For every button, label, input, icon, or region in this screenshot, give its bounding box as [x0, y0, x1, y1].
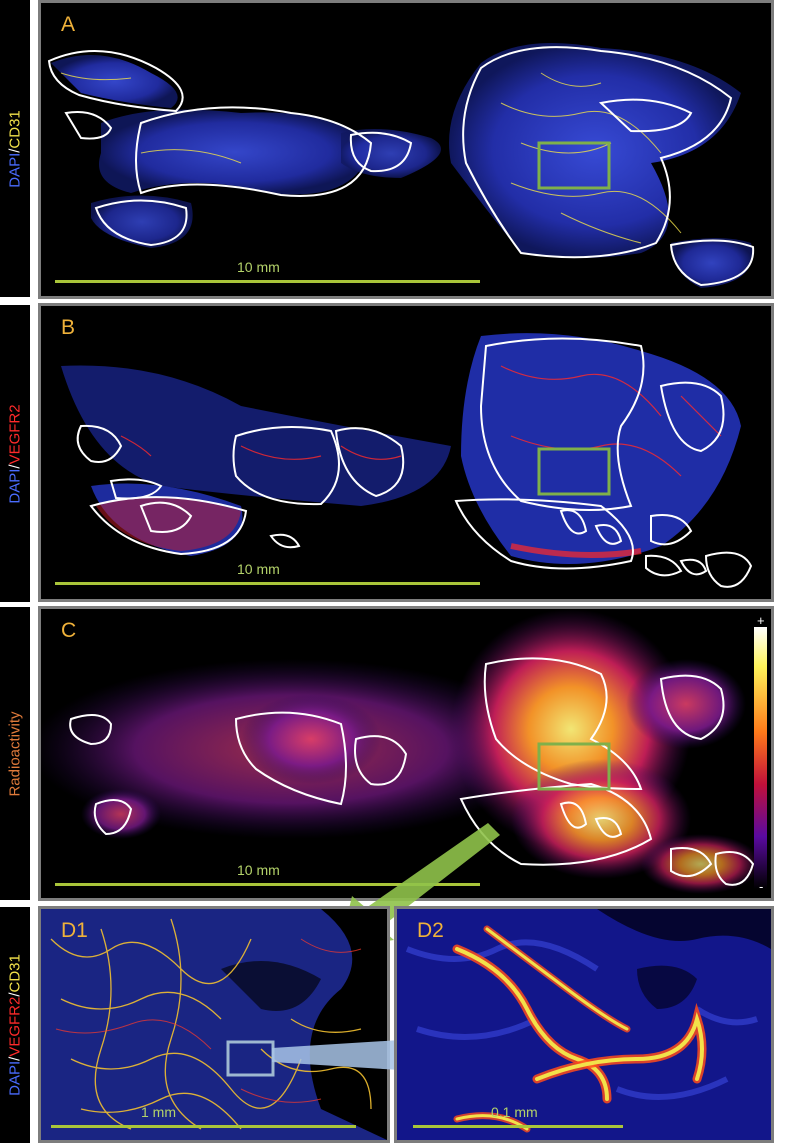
stain-dapi: DAPI — [6, 152, 24, 188]
panel-a-scale-bar — [55, 280, 480, 283]
panel-b-micrograph — [61, 333, 753, 588]
panel-a-side-label: DAPI/CD31 — [0, 0, 30, 297]
panel-d2-image: D2 0.1 mm — [394, 906, 774, 1143]
panel-d2-scale-bar — [413, 1125, 623, 1128]
panel-a-micrograph — [47, 43, 755, 288]
panel-a-image: A 10 mm — [38, 0, 774, 299]
stain-vegfr2: VEGFR2 — [6, 403, 24, 464]
panel-a-letter: A — [61, 13, 76, 36]
stain-cd31: CD31 — [6, 109, 24, 149]
panel-b-image: B 10 mm — [38, 303, 774, 602]
panel-c-letter: C — [61, 619, 77, 642]
colorbar-max-label: + — [757, 613, 765, 628]
panel-a-stain-label: DAPI/CD31 — [7, 110, 24, 188]
stain-separator: / — [6, 1056, 24, 1061]
stain-separator: / — [6, 992, 24, 997]
panel-c-side-label: Radioactivity — [0, 607, 30, 900]
panel-d1-letter: D1 — [61, 919, 88, 942]
panel-c-stain-label: Radioactivity — [7, 711, 24, 796]
panel-c-scale-bar — [55, 883, 480, 886]
panel-b-stain-label: DAPI/VEGFR2 — [7, 404, 24, 503]
panel-a-scale-text: 10 mm — [237, 259, 280, 275]
stain-dapi: DAPI — [6, 468, 24, 504]
stain-cd31: CD31 — [6, 954, 24, 993]
panel-c-image: C + - 10 mm — [38, 606, 774, 901]
stain-radioactivity: Radioactivity — [6, 710, 24, 797]
panel-d2-scale-text: 0.1 mm — [491, 1104, 538, 1120]
panel-b-scale-text: 10 mm — [237, 561, 280, 577]
colorbar — [754, 627, 767, 889]
panel-c-autoradiograph — [41, 609, 767, 894]
panel-b-side-label: DAPI/VEGFR2 — [0, 305, 30, 602]
stain-dapi: DAPI — [6, 1060, 24, 1096]
panel-c-scale-text: 10 mm — [237, 862, 280, 878]
panel-b-scale-bar — [55, 582, 480, 585]
panel-d-side-label: DAPI/VEGFR2/CD31 — [0, 907, 30, 1143]
panel-d1-scale-text: 1 mm — [141, 1104, 176, 1120]
colorbar-min-label: - — [759, 879, 764, 894]
panel-d2-letter: D2 — [417, 919, 444, 942]
panel-d1-scale-bar — [51, 1125, 356, 1128]
panel-d1-micrograph — [41, 909, 387, 1140]
panel-d2-micrograph — [397, 909, 771, 1140]
panel-b-letter: B — [61, 316, 76, 339]
panel-d1-image: D1 1 mm — [38, 906, 390, 1143]
panel-d-stain-label: DAPI/VEGFR2/CD31 — [7, 954, 24, 1096]
stain-vegfr2: VEGFR2 — [6, 996, 24, 1057]
